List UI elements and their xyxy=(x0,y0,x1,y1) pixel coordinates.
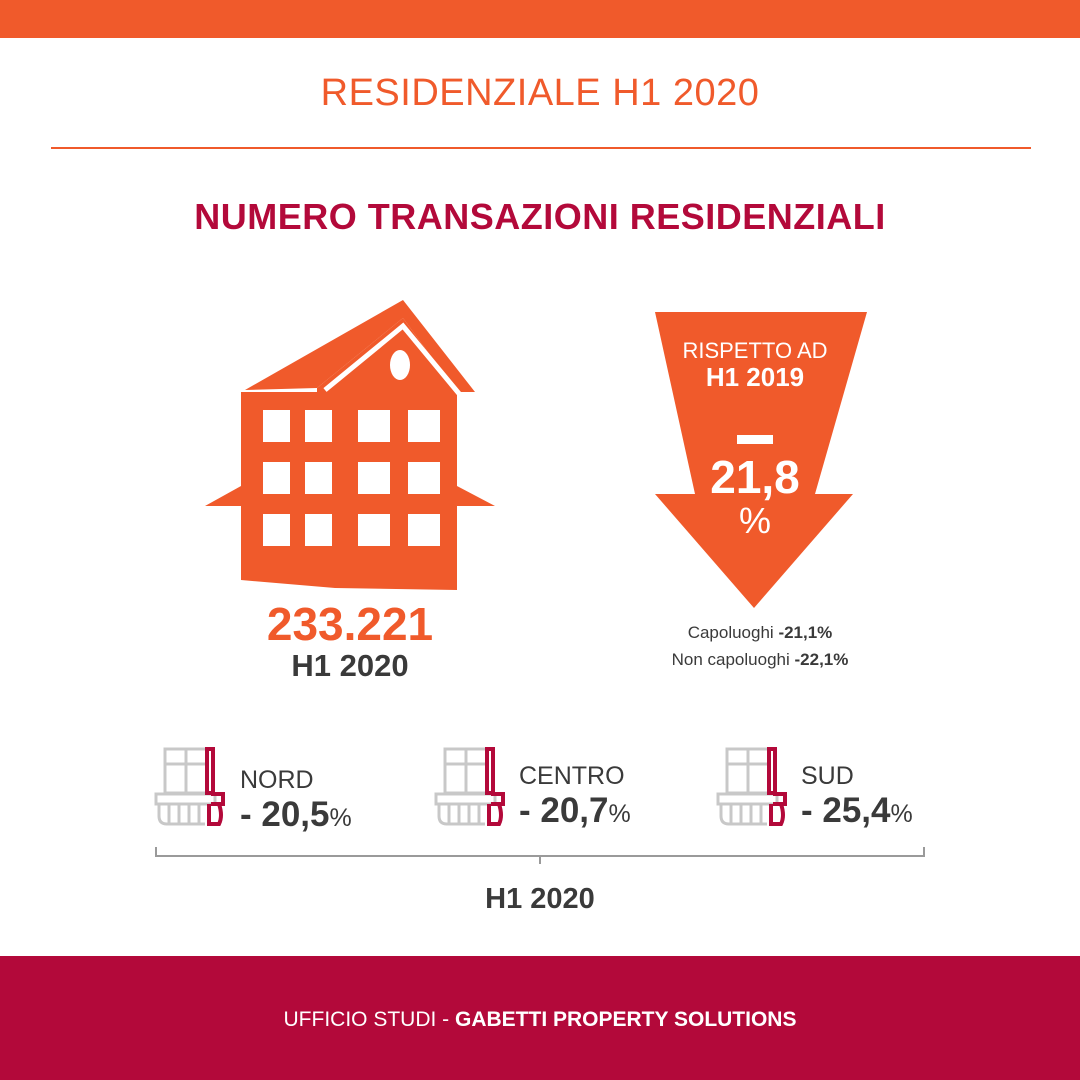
house-icon xyxy=(205,300,495,590)
change-value: 21,8 xyxy=(710,451,800,503)
breakdown-label: Non capoluoghi xyxy=(671,650,790,669)
region-value: - 20,5% xyxy=(240,795,352,834)
breakdown-label: Capoluoghi xyxy=(687,623,774,642)
section-heading: NUMERO TRANSAZIONI RESIDENZIALI xyxy=(194,196,886,237)
page-title: RESIDENZIALE H1 2020 xyxy=(320,72,760,114)
region-value: - 20,7% xyxy=(519,791,631,830)
region-name: NORD xyxy=(240,766,314,794)
title-divider xyxy=(51,147,1031,149)
region-sud: SUD - 25,4% xyxy=(801,762,913,831)
change-unit: % xyxy=(738,500,771,541)
breakdown-value: -21,1% xyxy=(778,623,833,642)
period-bracket xyxy=(155,847,925,864)
regions-period: H1 2020 xyxy=(485,883,595,915)
breakdown-capoluoghi: Capoluoghi -21,1% xyxy=(620,623,900,643)
top-accent-bar xyxy=(0,0,1080,38)
region-centro: CENTRO - 20,7% xyxy=(519,762,631,831)
footer-brand: GABETTI PROPERTY SOLUTIONS xyxy=(455,1008,797,1031)
region-name: CENTRO xyxy=(519,762,625,790)
minus-sign xyxy=(737,435,773,444)
balcony-icon xyxy=(154,747,225,826)
comparison-label: RISPETTO AD xyxy=(682,338,828,363)
region-value: - 25,4% xyxy=(801,791,913,830)
total-period: H1 2020 xyxy=(291,648,409,683)
breakdown-value: -22,1% xyxy=(794,650,849,669)
balcony-icon xyxy=(434,747,505,826)
region-name: SUD xyxy=(801,762,854,790)
total-transactions-value: 233.221 xyxy=(266,598,434,650)
comparison-period: H1 2019 xyxy=(705,362,805,392)
down-arrow-icon xyxy=(655,312,867,608)
region-nord: NORD - 20,5% xyxy=(240,766,352,835)
balcony-icon xyxy=(716,747,787,826)
footer-text: UFFICIO STUDI - GABETTI PROPERTY SOLUTIO… xyxy=(283,1008,797,1031)
footer-bar xyxy=(0,956,1080,1080)
breakdown-non-capoluoghi: Non capoluoghi -22,1% xyxy=(620,650,900,670)
